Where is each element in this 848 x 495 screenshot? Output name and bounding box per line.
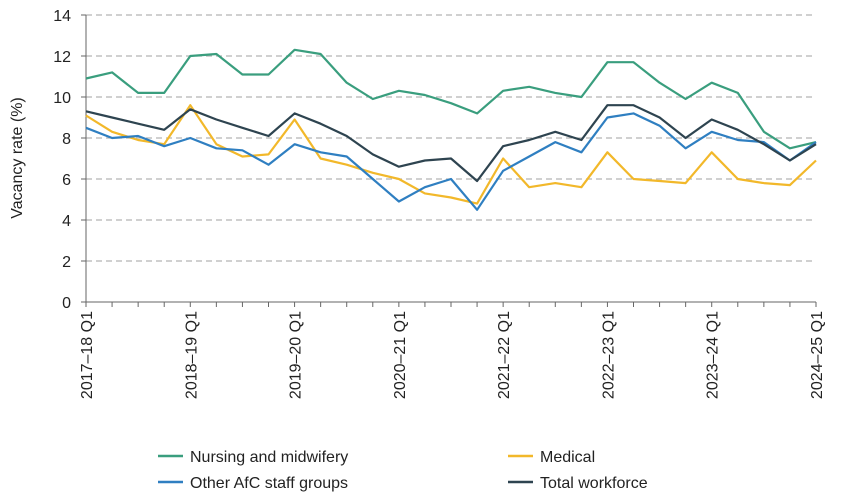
x-tick-label: 2023–24 Q1: [705, 311, 722, 399]
y-tick-label: 12: [53, 49, 71, 66]
y-tick-label: 0: [62, 295, 71, 312]
x-tick-label: 2024–25 Q1: [809, 311, 826, 399]
y-tick-label: 2: [62, 254, 71, 271]
y-tick-label: 4: [62, 213, 71, 230]
y-tick-label: 14: [53, 8, 71, 25]
x-tick-label: 2018–19 Q1: [183, 311, 200, 399]
series-line-2: [85, 112, 817, 211]
x-axis-ticks: 2017–18 Q1 2018–19 Q1 2019–20 Q1 2020–21 Q1…: [79, 311, 826, 399]
x-tick-label: 2017–18 Q1: [79, 311, 96, 399]
axes: [81, 14, 817, 307]
x-tick-label: 2022–23 Q1: [600, 311, 617, 399]
series-line-1: [85, 104, 817, 205]
y-axis-ticks: 0 2 4 6 8 10 12 14: [53, 8, 71, 312]
series-lines: [85, 48, 817, 211]
y-axis-label: Vacancy rate (%): [9, 97, 26, 219]
legend: Nursing and midwifery Medical Other AfC st…: [158, 449, 648, 492]
series-line-3: [85, 104, 817, 183]
legend-label: Nursing and midwifery: [190, 449, 348, 466]
legend-label: Other AfC staff groups: [190, 475, 348, 492]
legend-label: Medical: [540, 449, 595, 466]
x-tick-label: 2021–22 Q1: [496, 311, 513, 399]
legend-label: Total workforce: [540, 475, 648, 492]
x-tick-label: 2020–21 Q1: [392, 311, 409, 399]
x-tick-label: 2019–20 Q1: [288, 311, 305, 399]
gridlines: [86, 14, 816, 262]
y-tick-label: 10: [53, 90, 71, 107]
series-line-0: [85, 48, 817, 150]
y-tick-label: 8: [62, 131, 71, 148]
y-tick-label: 6: [62, 172, 71, 189]
